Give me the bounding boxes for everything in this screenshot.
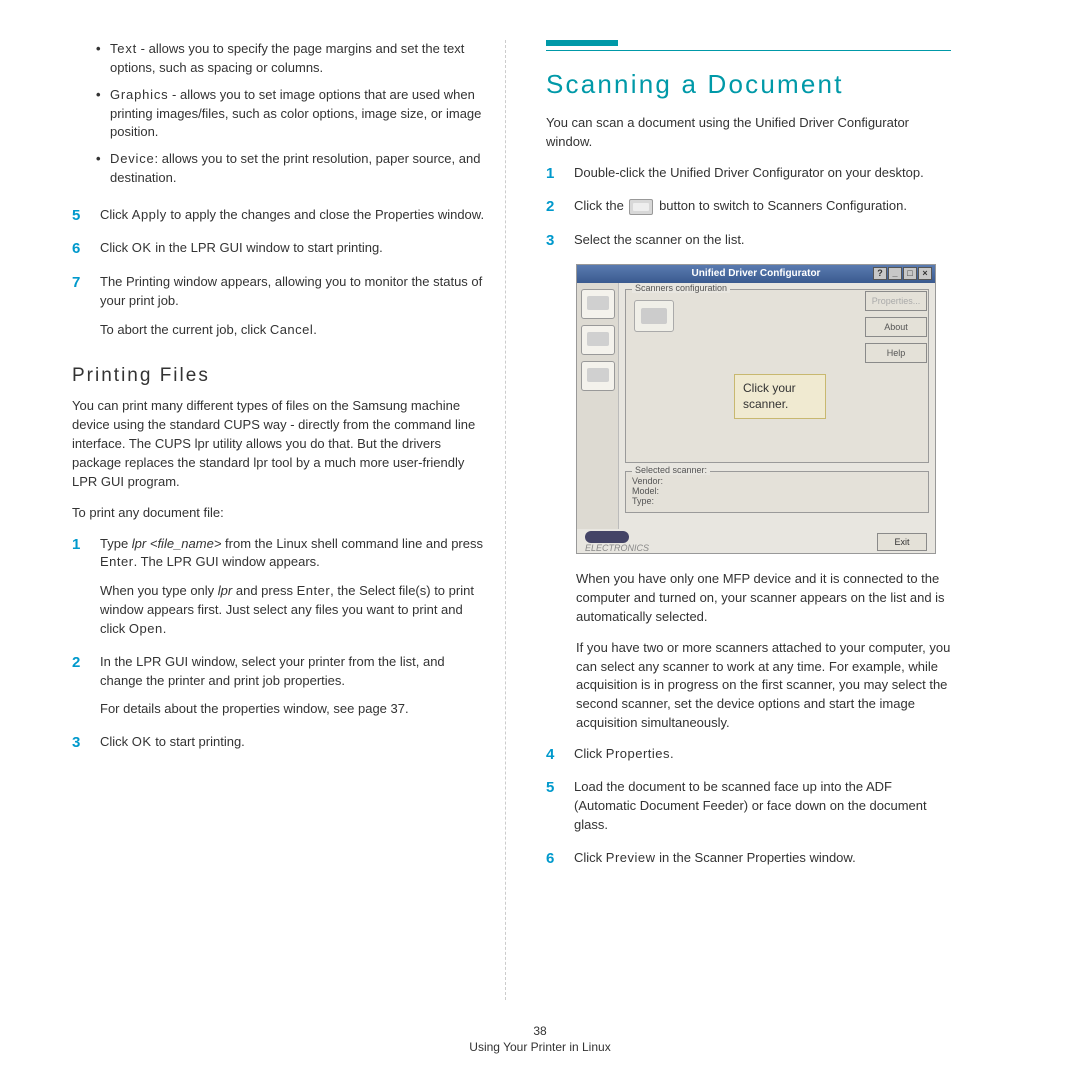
- window-sidebar: [577, 283, 619, 529]
- screenshot-window: Unified Driver Configurator ? _ □ × Scan…: [576, 264, 936, 554]
- bullet-list: Text - allows you to specify the page ma…: [60, 40, 485, 188]
- right-column: Scanning a Document You can scan a docum…: [506, 40, 951, 990]
- main-heading: Scanning a Document: [546, 69, 951, 100]
- step-number: 1: [546, 164, 562, 184]
- step-body: Double-click the Unified Driver Configur…: [574, 164, 924, 184]
- type-label: Type:: [632, 496, 922, 506]
- fieldset-label: Scanners configuration: [632, 283, 730, 293]
- fieldset2-label: Selected scanner:: [632, 465, 710, 475]
- step-number: 1: [72, 535, 88, 639]
- bullet-text: Text - allows you to specify the page ma…: [100, 40, 485, 78]
- minimize-button[interactable]: _: [888, 267, 902, 280]
- right-step-6: 6 Click Preview in the Scanner Propertie…: [546, 849, 951, 869]
- step-body: In the LPR GUI window, select your print…: [100, 653, 485, 720]
- callout-label: Click your scanner.: [734, 374, 826, 419]
- samsung-logo: ELECTRONICS: [585, 531, 649, 553]
- window-title: Unified Driver Configurator: [692, 268, 821, 279]
- step-7: 7 The Printing window appears, allowing …: [60, 273, 485, 340]
- paragraph: You can print many different types of fi…: [72, 397, 485, 491]
- step-number: 2: [546, 197, 562, 217]
- step-number: 4: [546, 745, 562, 765]
- step-number: 5: [546, 778, 562, 835]
- vendor-label: Vendor:: [632, 476, 922, 486]
- about-button[interactable]: About: [865, 317, 927, 337]
- window-footer: ELECTRONICS Exit: [577, 529, 935, 555]
- right-step-4: 4 Click Properties.: [546, 745, 951, 765]
- term: Text: [110, 41, 137, 56]
- section-heading-printing-files: Printing Files: [72, 365, 485, 387]
- step-5: 5 Click Apply to apply the changes and c…: [60, 206, 485, 226]
- sidebar-ports-icon[interactable]: [581, 361, 615, 391]
- step-body: Click Apply to apply the changes and clo…: [100, 206, 484, 226]
- scanner-icon: [629, 199, 653, 215]
- step-body: Click Preview in the Scanner Properties …: [574, 849, 856, 869]
- help-button[interactable]: ?: [873, 267, 887, 280]
- left-column: Text - allows you to specify the page ma…: [60, 40, 505, 990]
- post-shot-p1: When you have only one MFP device and it…: [576, 570, 951, 627]
- window-body: Scanners configuration Click your scanne…: [577, 283, 935, 529]
- right-step-1: 1 Double-click the Unified Driver Config…: [546, 164, 951, 184]
- text: : allows you to set the print resolution…: [110, 151, 480, 185]
- step-2: 2 In the LPR GUI window, select your pri…: [60, 653, 485, 720]
- term: Device: [110, 151, 155, 166]
- bullet-device: Device: allows you to set the print reso…: [100, 150, 485, 188]
- step-number: 3: [546, 231, 562, 251]
- sidebar-printer-icon[interactable]: [581, 289, 615, 319]
- help-button[interactable]: Help: [865, 343, 927, 363]
- step-body: Click the button to switch to Scanners C…: [574, 197, 907, 217]
- step-body: Click OK to start printing.: [100, 733, 245, 753]
- step-number: 2: [72, 653, 88, 720]
- window-titlebar: Unified Driver Configurator ? _ □ ×: [577, 265, 935, 283]
- right-step-5: 5 Load the document to be scanned face u…: [546, 778, 951, 835]
- step-body: Click OK in the LPR GUI window to start …: [100, 239, 383, 259]
- step-body: The Printing window appears, allowing yo…: [100, 273, 485, 340]
- heading-bar: [546, 40, 618, 46]
- window-right-buttons: Properties... About Help: [865, 291, 927, 363]
- bullet-graphics: Graphics - allows you to set image optio…: [100, 86, 485, 143]
- step-number: 7: [72, 273, 88, 340]
- step-body: Load the document to be scanned face up …: [574, 778, 951, 835]
- sidebar-scanner-icon[interactable]: [581, 325, 615, 355]
- step-number: 5: [72, 206, 88, 226]
- text: - allows you to specify the page margins…: [110, 41, 464, 75]
- step-1: 1 Type lpr <file_name> from the Linux sh…: [60, 535, 485, 639]
- step-number: 6: [546, 849, 562, 869]
- step-body: Type lpr <file_name> from the Linux shel…: [100, 535, 485, 639]
- maximize-button[interactable]: □: [903, 267, 917, 280]
- term: Graphics: [110, 87, 168, 102]
- step-6: 6 Click OK in the LPR GUI window to star…: [60, 239, 485, 259]
- step-body: Click Properties.: [574, 745, 674, 765]
- post-shot-p2: If you have two or more scanners attache…: [576, 639, 951, 733]
- step-number: 3: [72, 733, 88, 753]
- step-body: Select the scanner on the list.: [574, 231, 745, 251]
- scanner-device-icon[interactable]: [634, 300, 674, 332]
- page-number: 38: [0, 1024, 1080, 1038]
- footer-title: Using Your Printer in Linux: [0, 1040, 1080, 1054]
- page-content: Text - allows you to specify the page ma…: [0, 0, 1080, 1010]
- right-step-3: 3 Select the scanner on the list.: [546, 231, 951, 251]
- heading-line: [546, 50, 951, 51]
- properties-button[interactable]: Properties...: [865, 291, 927, 311]
- window-main: Scanners configuration Click your scanne…: [619, 283, 935, 529]
- intro-paragraph: You can scan a document using the Unifie…: [546, 114, 951, 152]
- close-button[interactable]: ×: [918, 267, 932, 280]
- selected-scanner-fieldset: Selected scanner: Vendor: Model: Type:: [625, 471, 929, 513]
- step-3: 3 Click OK to start printing.: [60, 733, 485, 753]
- step-number: 6: [72, 239, 88, 259]
- window-buttons: ? _ □ ×: [873, 267, 932, 280]
- right-step-2: 2 Click the button to switch to Scanners…: [546, 197, 951, 217]
- exit-button[interactable]: Exit: [877, 533, 927, 551]
- paragraph: To print any document file:: [72, 504, 485, 523]
- model-label: Model:: [632, 486, 922, 496]
- page-footer: 38 Using Your Printer in Linux: [0, 1024, 1080, 1054]
